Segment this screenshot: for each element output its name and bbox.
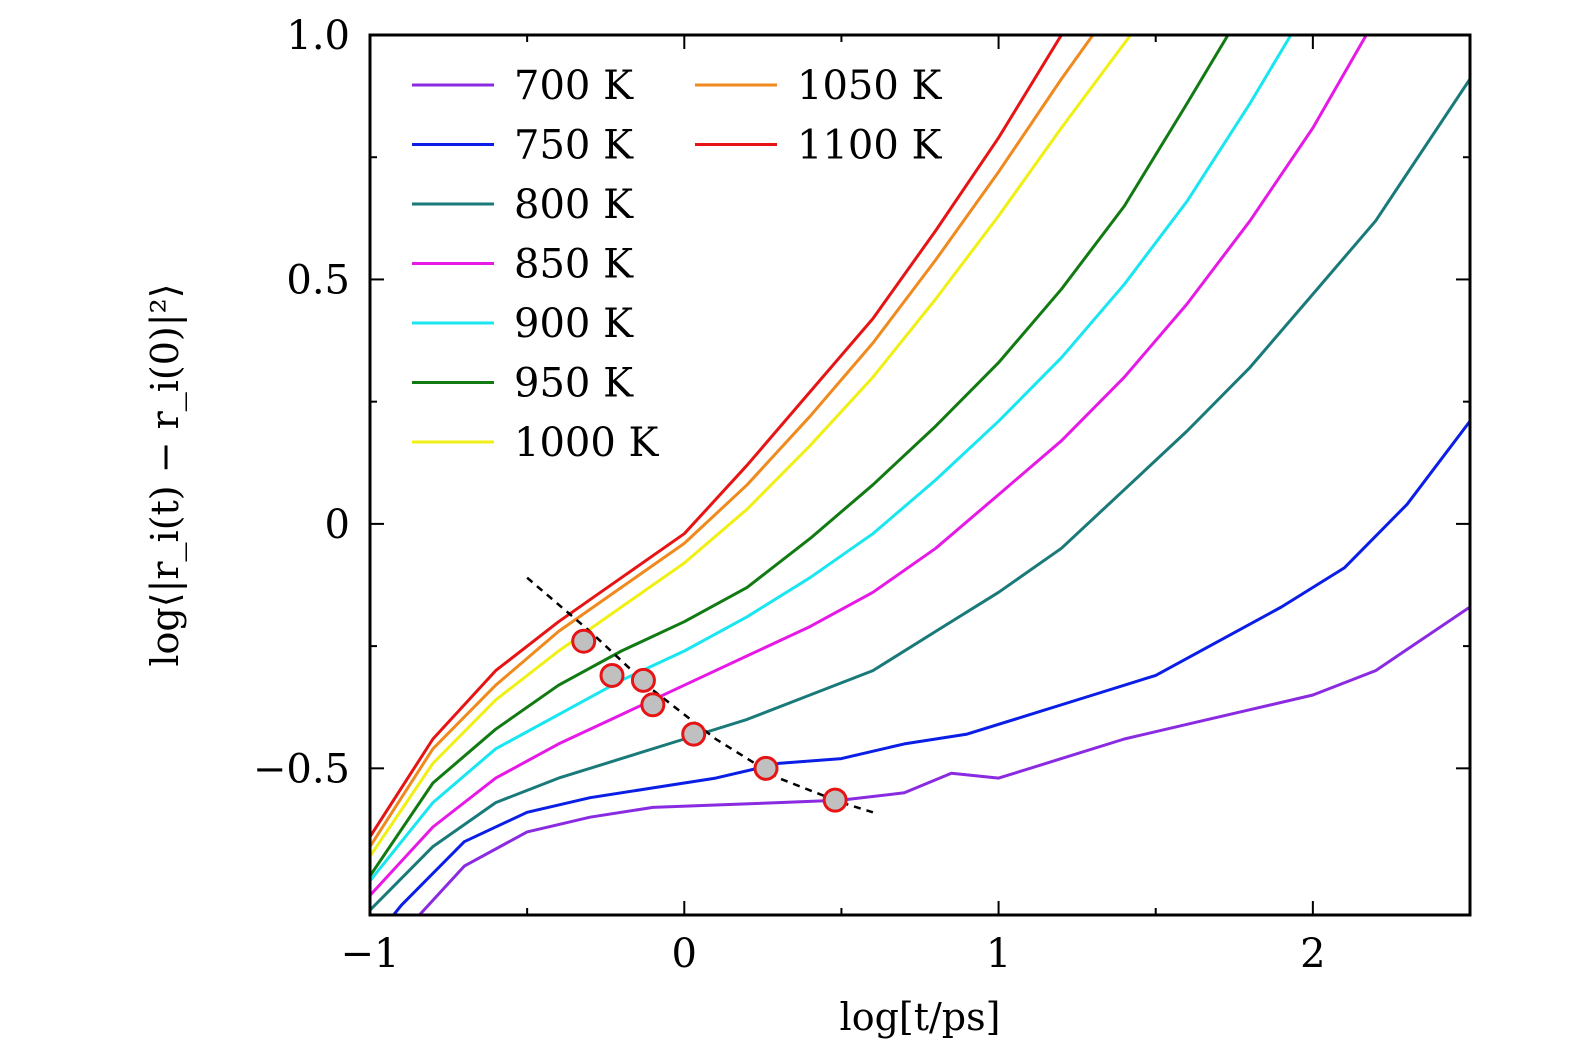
crossover-marker-7 [822, 787, 848, 813]
crossover-marker-2 [599, 662, 625, 688]
legend-label: 850 K [514, 242, 634, 288]
legend-label: 950 K [514, 361, 634, 407]
y-axis-label: log⟨|r_i(t) − r_i(0)|²⟩ [143, 283, 188, 666]
legend-label: 800 K [514, 182, 634, 228]
legend-label: 1100 K [797, 123, 943, 169]
crossover-marker-1 [571, 628, 597, 654]
series-line-1100-k [370, 35, 1063, 839]
axis-ticks: −1 0 1 2 −0.5 0 0.5 1.0 [253, 13, 1470, 977]
legend-label: 1050 K [797, 63, 943, 109]
series-line-800-k [370, 77, 1470, 912]
crossover-marker-4 [640, 692, 666, 718]
x-tick-label: 2 [1300, 931, 1325, 977]
series-line-750-k [391, 419, 1470, 915]
series-line-1000-k [370, 35, 1133, 858]
x-tick-label: 0 [672, 931, 697, 977]
y-tick-label: 0 [325, 502, 350, 548]
x-tick-label: −1 [341, 931, 400, 977]
y-tick-label: −0.5 [253, 746, 350, 792]
crossover-marker-3 [630, 667, 656, 693]
plot-frame [368, 33, 1472, 917]
x-axis-label: log[t/ps] [840, 995, 1001, 1039]
plot-area [370, 35, 1470, 915]
marker-group [571, 628, 848, 813]
legend-label: 1000 K [514, 420, 660, 466]
legend-label: 900 K [514, 301, 634, 347]
legend: 700 K 750 K 800 K 850 K 900 K 950 K 1000 K 1050… [412, 63, 943, 466]
series-line-700-k [417, 605, 1470, 915]
x-tick-label: 1 [986, 931, 1011, 977]
crossover-marker-6 [753, 755, 779, 781]
series-line-900-k [370, 35, 1293, 883]
legend-label: 750 K [514, 123, 634, 169]
series-line-850-k [370, 35, 1368, 897]
y-tick-label: 1.0 [286, 13, 350, 59]
series-line-950-k [370, 35, 1230, 878]
legend-label: 700 K [514, 63, 634, 109]
series-line-1050-k [370, 35, 1095, 849]
crossover-marker-5 [681, 721, 707, 747]
y-tick-label: 0.5 [286, 257, 350, 303]
